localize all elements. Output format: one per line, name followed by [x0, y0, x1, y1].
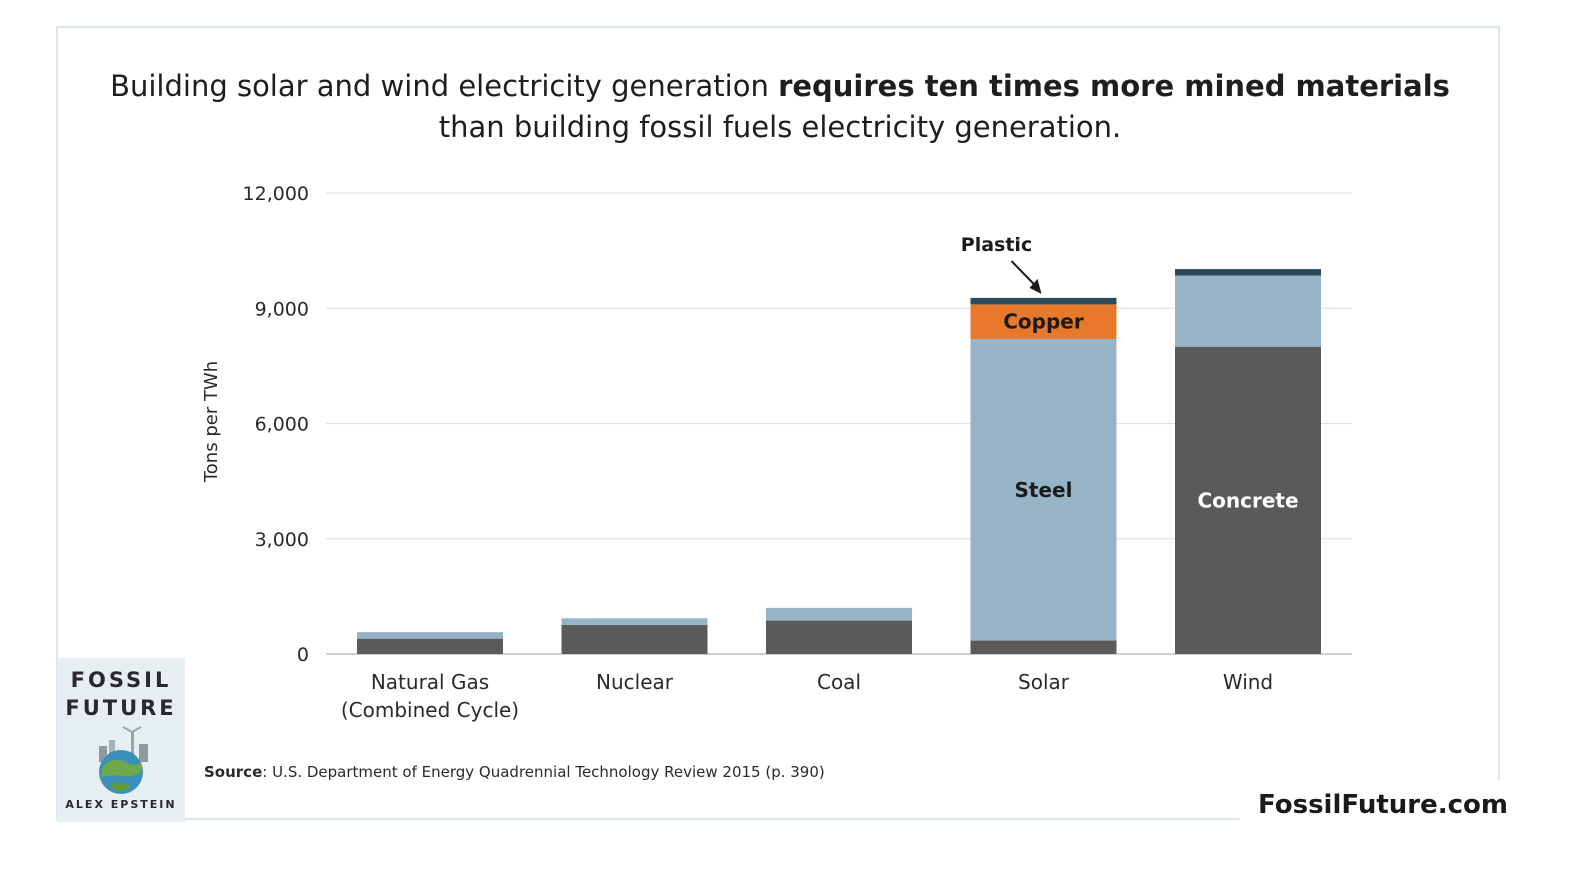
y-axis-label: Tons per TWh — [201, 361, 222, 483]
x-tick-label: Nuclear — [596, 670, 674, 694]
source-note: Source: U.S. Department of Energy Quadre… — [204, 763, 825, 781]
y-tick-label: 3,000 — [255, 529, 309, 551]
y-tick-label: 0 — [297, 644, 309, 666]
title-bold: requires ten times more mined materials — [778, 69, 1450, 103]
segment-label: Steel — [1015, 478, 1073, 502]
x-tick-label: (Combined Cycle) — [341, 698, 519, 722]
chart-title: Building solar and wind electricity gene… — [70, 66, 1490, 148]
book-title-line1: FOSSIL — [70, 668, 172, 692]
globe-icon — [99, 726, 148, 794]
bar-segment-concrete — [1175, 346, 1321, 654]
bar-segment-concrete — [357, 638, 503, 654]
book-title-line2: FUTURE — [65, 696, 177, 720]
x-tick-label: Wind — [1223, 670, 1273, 694]
x-tick-label: Coal — [817, 670, 861, 694]
source-label: Source — [204, 763, 263, 781]
bar-segment-copper — [970, 304, 1117, 339]
y-tick-label: 9,000 — [255, 298, 309, 320]
bar-segment-plastic — [970, 297, 1117, 305]
source-text: : U.S. Department of Energy Quadrennial … — [262, 763, 825, 781]
bar-segment-concrete — [970, 640, 1117, 654]
y-tick-label: 6,000 — [255, 414, 309, 436]
bar-segment-steel — [766, 607, 912, 621]
title-part1: Building solar and wind electricity gene… — [110, 69, 779, 103]
bar-segment-steel — [357, 632, 503, 639]
y-tick-label: 12,000 — [243, 183, 309, 205]
bar-segment-steel — [1175, 275, 1321, 347]
book-author: ALEX EPSTEIN — [65, 798, 177, 811]
x-tick-label: Solar — [1018, 670, 1070, 694]
book-cover: FOSSIL FUTURE ALEX EPSTEIN — [57, 658, 185, 822]
site-url: FossilFuture.com — [1240, 780, 1508, 830]
bar-segment-concrete — [561, 624, 708, 654]
title-part2: than building fossil fuels electricity g… — [438, 110, 1122, 144]
segment-label: Concrete — [1197, 488, 1298, 512]
bar-segment-steel — [970, 338, 1117, 641]
segment-label: Copper — [1003, 310, 1084, 334]
figure-frame — [56, 26, 1500, 820]
x-tick-label: Natural Gas — [371, 670, 489, 694]
annotation-label: Plastic — [961, 234, 1032, 256]
bar-segment-steel — [561, 618, 708, 625]
bar-segment-plastic — [1175, 269, 1321, 276]
annotation-arrowhead — [1029, 278, 1042, 294]
bar-segment-concrete — [766, 620, 912, 654]
